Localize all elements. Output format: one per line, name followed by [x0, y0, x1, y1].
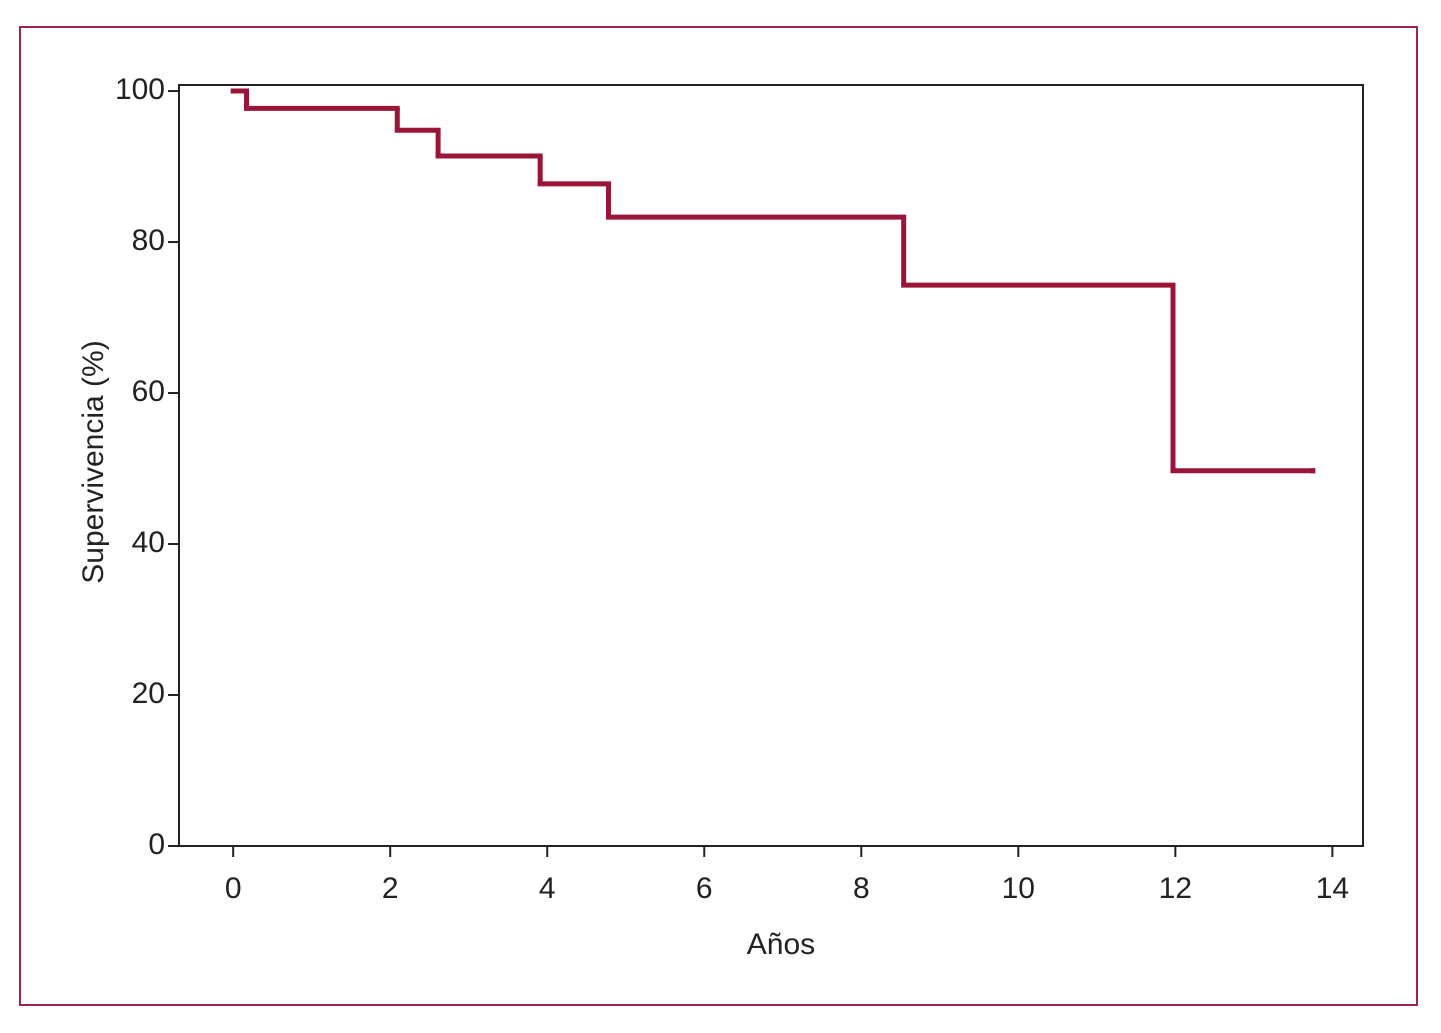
- x-axis-label: Años: [747, 928, 815, 961]
- y-tick-label: 40: [132, 526, 165, 559]
- y-tick-label: 60: [132, 375, 165, 408]
- frame: [19, 26, 1418, 1006]
- x-tick-label: 0: [225, 872, 242, 905]
- y-tick-label: 20: [132, 677, 165, 710]
- x-tick-label: 10: [1002, 872, 1035, 905]
- y-axis-label: Supervivencia (%): [77, 340, 110, 583]
- plot-area: [178, 84, 1364, 847]
- y-tick-label: 80: [132, 224, 165, 257]
- y-tick-label: 0: [148, 828, 165, 861]
- x-tick-label: 2: [382, 872, 399, 905]
- y-tick-label: 100: [115, 73, 165, 106]
- x-tick-label: 6: [696, 872, 713, 905]
- x-tick-label: 12: [1159, 872, 1192, 905]
- x-tick-label: 4: [539, 872, 556, 905]
- x-tick-label: 14: [1316, 872, 1349, 905]
- x-tick-label: 8: [853, 872, 870, 905]
